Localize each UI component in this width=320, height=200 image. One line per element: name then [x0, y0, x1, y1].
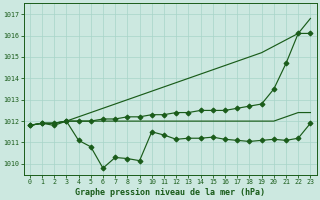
X-axis label: Graphe pression niveau de la mer (hPa): Graphe pression niveau de la mer (hPa)	[75, 188, 265, 197]
